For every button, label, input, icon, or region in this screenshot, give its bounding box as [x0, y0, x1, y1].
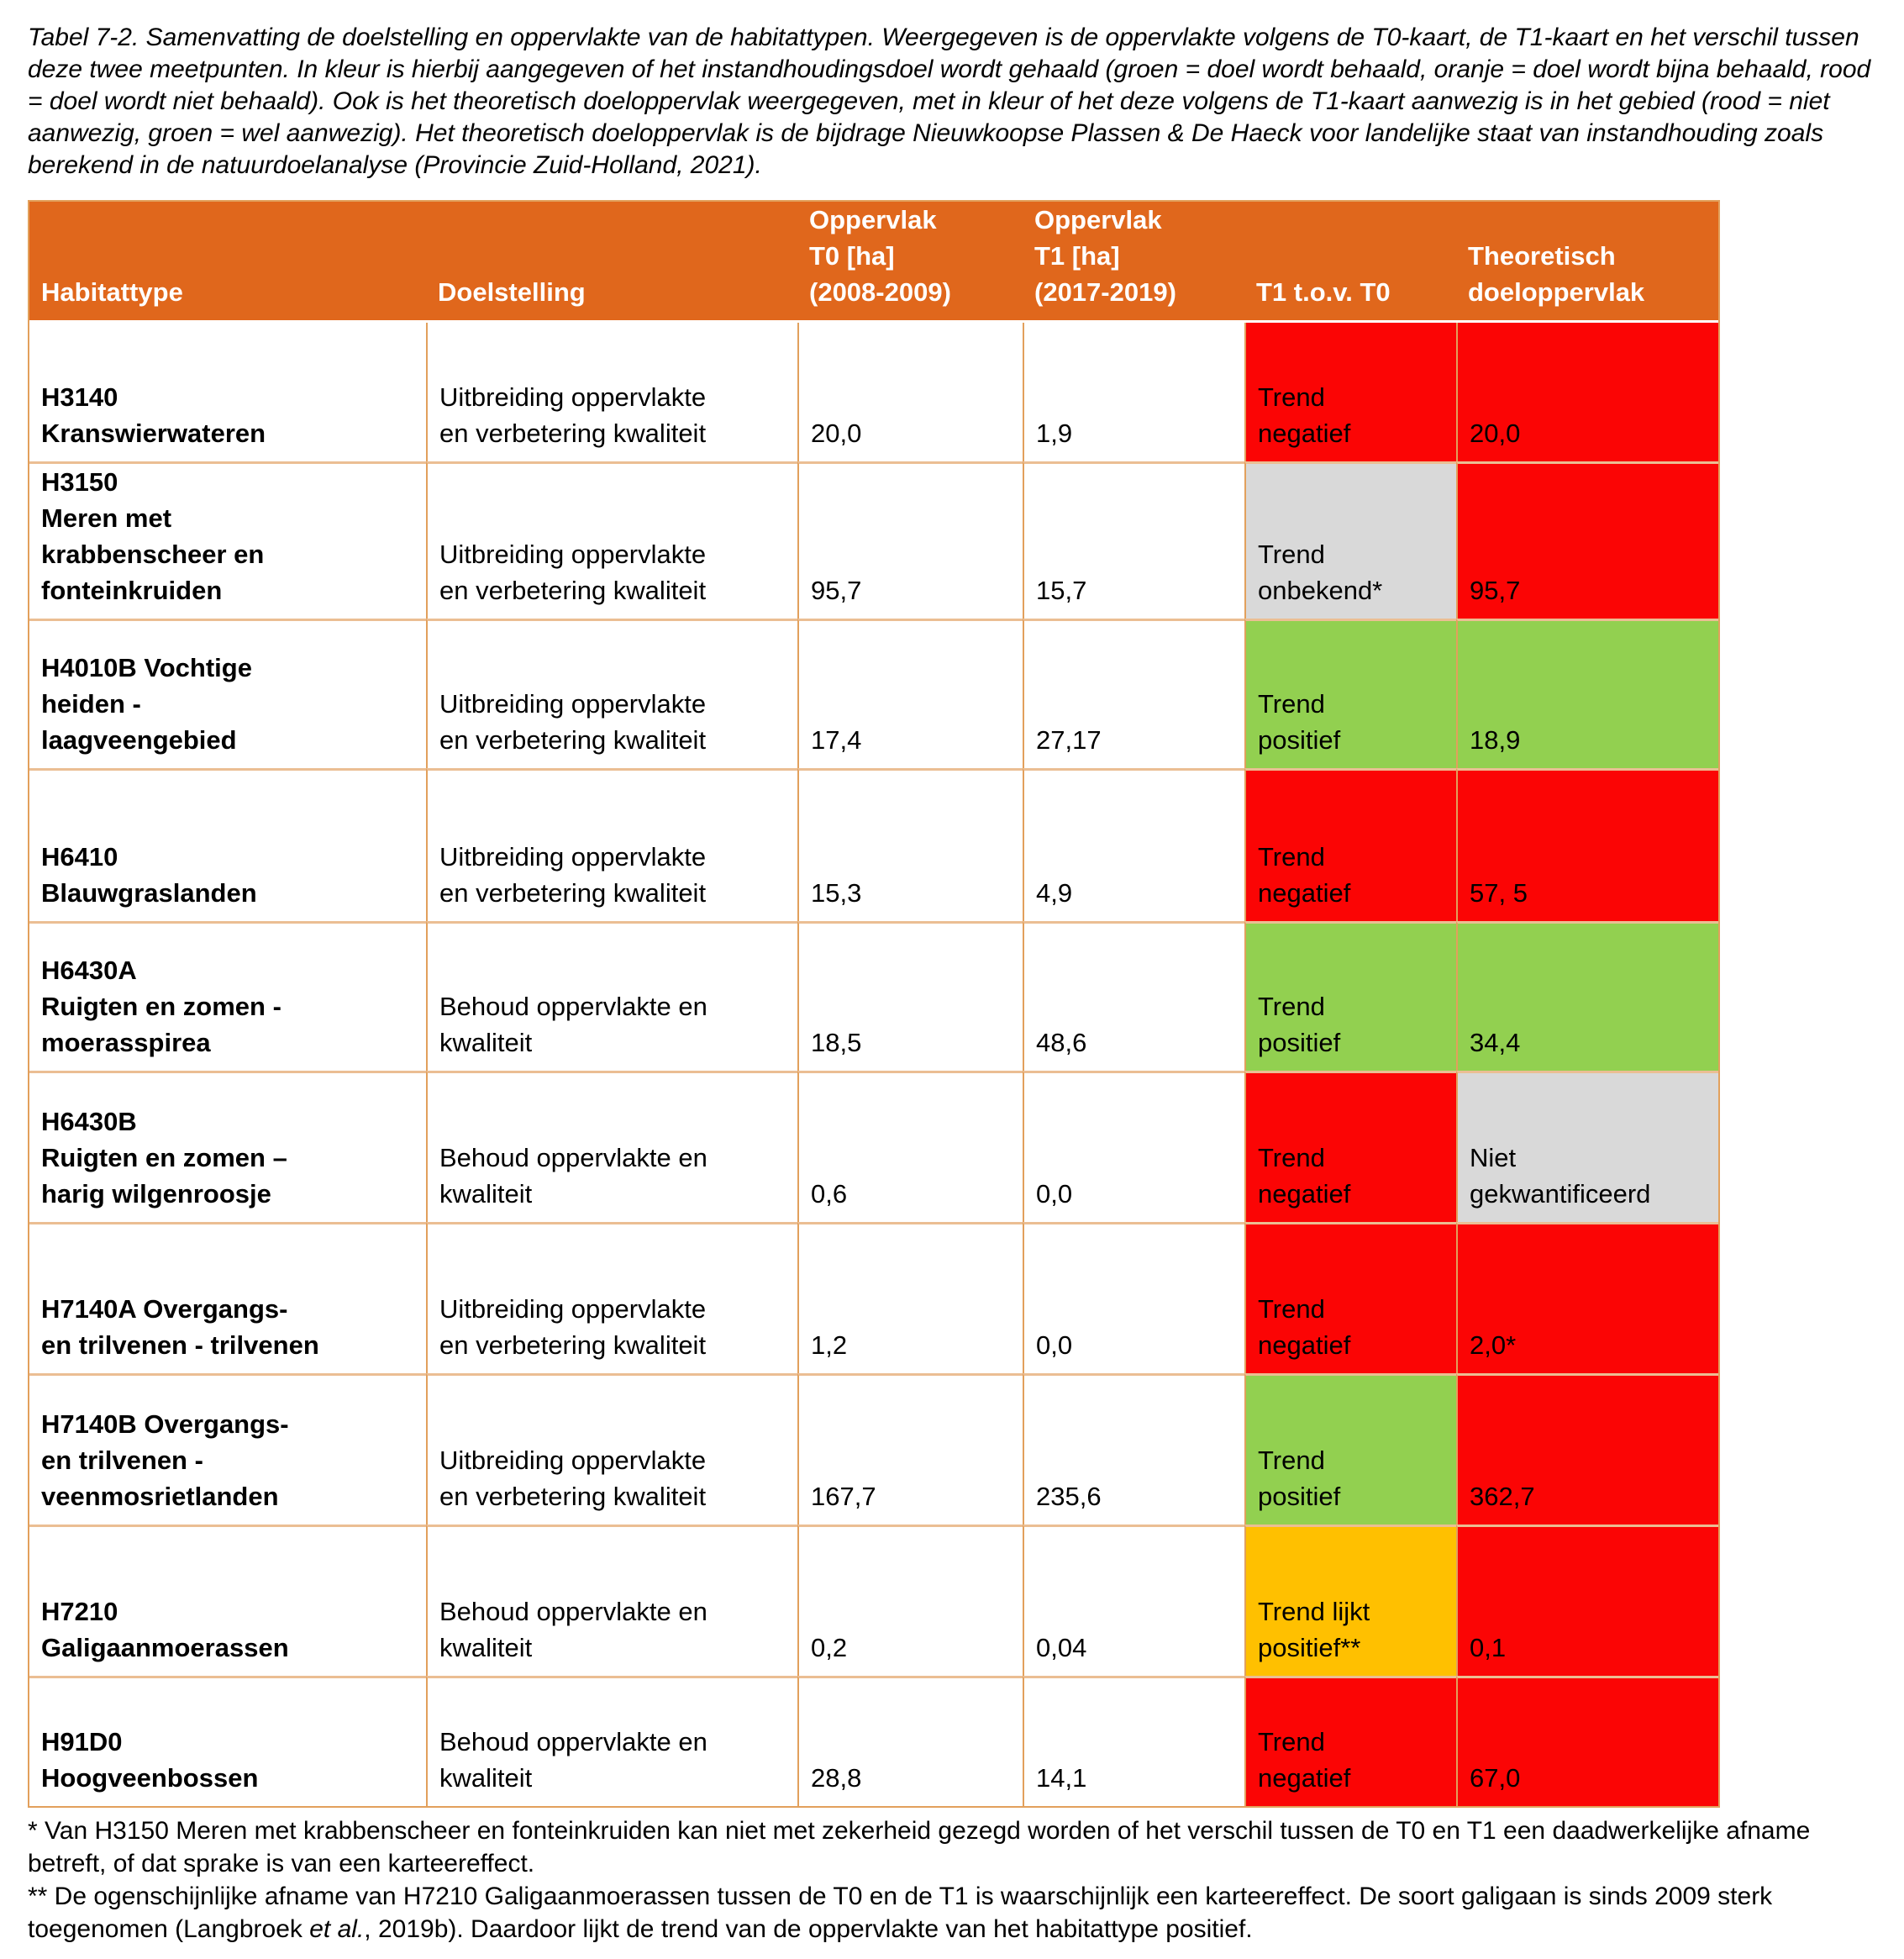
doel-cell: 67,0	[1456, 1676, 1718, 1806]
t1-cell: 15,7	[1023, 461, 1244, 619]
t1-cell: 14,1	[1023, 1676, 1244, 1806]
t1-cell: 48,6	[1023, 921, 1244, 1071]
table-row: H7210 Galigaanmoerassen Behoud oppervlakt…	[29, 1525, 1718, 1676]
doel-cell: 0,1	[1456, 1525, 1718, 1676]
t0-cell: 1,2	[797, 1222, 1023, 1373]
habitattype-cell: H3140 Kranswierwateren	[29, 323, 426, 461]
habitattype-cell: H6430B Ruigten en zomen – harig wilgenro…	[29, 1071, 426, 1222]
trend-cell: Trend negatief	[1244, 768, 1456, 921]
doelstelling-cell: Uitbreiding oppervlakte en verbetering k…	[426, 768, 797, 921]
habitattype-cell: H6430A Ruigten en zomen - moerasspirea	[29, 921, 426, 1071]
table-header: Habitattype Doelstelling Oppervlak T0 [h…	[29, 202, 1718, 323]
footnote-2-text-end: , 2019b). Daardoor lijkt de trend van de…	[364, 1915, 1253, 1943]
table-row: H3150 Meren met krabbenscheer en fontein…	[29, 461, 1718, 619]
doel-cell: 2,0*	[1456, 1222, 1718, 1373]
column-header-oppervlak-t0: Oppervlak T0 [ha] (2008-2009)	[797, 202, 1023, 323]
trend-cell: Trend lijkt positief**	[1244, 1525, 1456, 1676]
t1-cell: 235,6	[1023, 1373, 1244, 1525]
t0-cell: 167,7	[797, 1373, 1023, 1525]
t1-cell: 4,9	[1023, 768, 1244, 921]
t0-cell: 18,5	[797, 921, 1023, 1071]
habitattype-cell: H7140B Overgangs- en trilvenen - veenmos…	[29, 1373, 426, 1525]
t0-cell: 0,6	[797, 1071, 1023, 1222]
column-header-habitattype: Habitattype	[29, 202, 426, 323]
doelstelling-cell: Uitbreiding oppervlakte en verbetering k…	[426, 323, 797, 461]
t1-cell: 0,0	[1023, 1222, 1244, 1373]
habitattype-cell: H4010B Vochtige heiden - laagveengebied	[29, 619, 426, 768]
habitattype-cell: H91D0 Hoogveenbossen	[29, 1676, 426, 1806]
t0-cell: 28,8	[797, 1676, 1023, 1806]
doelstelling-cell: Behoud oppervlakte en kwaliteit	[426, 921, 797, 1071]
footnote-2-et-al: et al.	[309, 1915, 365, 1943]
trend-cell: Trend negatief	[1244, 1676, 1456, 1806]
doelstelling-cell: Uitbreiding oppervlakte en verbetering k…	[426, 619, 797, 768]
footnote-2: ** De ogenschijnlijke afname van H7210 G…	[28, 1880, 1885, 1946]
column-header-oppervlak-t1: Oppervlak T1 [ha] (2017-2019)	[1023, 202, 1244, 323]
table-row: H3140 Kranswierwateren Uitbreiding opperv…	[29, 323, 1718, 461]
table-row: H6430A Ruigten en zomen - moerasspirea Be…	[29, 921, 1718, 1071]
t1-cell: 27,17	[1023, 619, 1244, 768]
table-row: H7140A Overgangs- en trilvenen - trilven…	[29, 1222, 1718, 1373]
doel-cell: 57, 5	[1456, 768, 1718, 921]
t1-cell: 1,9	[1023, 323, 1244, 461]
footnotes: * Van H3150 Meren met krabbenscheer en f…	[28, 1814, 1885, 1946]
t1-cell: 0,04	[1023, 1525, 1244, 1676]
t0-cell: 95,7	[797, 461, 1023, 619]
column-header-theoretisch-doeloppervlak: Theoretisch doeloppervlak	[1456, 202, 1718, 323]
table-row: H7140B Overgangs- en trilvenen - veenmos…	[29, 1373, 1718, 1525]
habitattype-cell: H7210 Galigaanmoerassen	[29, 1525, 426, 1676]
t0-cell: 20,0	[797, 323, 1023, 461]
doelstelling-cell: Behoud oppervlakte en kwaliteit	[426, 1525, 797, 1676]
trend-cell: Trend positief	[1244, 1373, 1456, 1525]
table-row: H91D0 Hoogveenbossen Behoud oppervlakte e…	[29, 1676, 1718, 1806]
footnote-1: * Van H3150 Meren met krabbenscheer en f…	[28, 1817, 1811, 1877]
doel-cell: Niet gekwantificeerd	[1456, 1071, 1718, 1222]
trend-cell: Trend negatief	[1244, 323, 1456, 461]
doelstelling-cell: Uitbreiding oppervlakte en verbetering k…	[426, 1373, 797, 1525]
habitattype-cell: H7140A Overgangs- en trilvenen - trilven…	[29, 1222, 426, 1373]
trend-cell: Trend negatief	[1244, 1222, 1456, 1373]
doel-cell: 20,0	[1456, 323, 1718, 461]
trend-cell: Trend positief	[1244, 619, 1456, 768]
habitattype-cell: H3150 Meren met krabbenscheer en fontein…	[29, 461, 426, 619]
footnote-2-text: ** De ogenschijnlijke afname van H7210 G…	[28, 1883, 1773, 1943]
trend-cell: Trend positief	[1244, 921, 1456, 1071]
t0-cell: 17,4	[797, 619, 1023, 768]
doelstelling-cell: Uitbreiding oppervlakte en verbetering k…	[426, 1222, 797, 1373]
t0-cell: 15,3	[797, 768, 1023, 921]
table-row: H6410 Blauwgraslanden Uitbreiding oppervl…	[29, 768, 1718, 921]
doelstelling-cell: Behoud oppervlakte en kwaliteit	[426, 1071, 797, 1222]
header-row: Habitattype Doelstelling Oppervlak T0 [h…	[29, 202, 1718, 323]
t1-cell: 0,0	[1023, 1071, 1244, 1222]
column-header-t1-tov-t0: T1 t.o.v. T0	[1244, 202, 1456, 323]
table-row: H4010B Vochtige heiden - laagveengebied U…	[29, 619, 1718, 768]
habitat-table: Habitattype Doelstelling Oppervlak T0 [h…	[28, 200, 1720, 1808]
table-caption: Tabel 7-2. Samenvatting de doelstelling …	[28, 24, 1871, 179]
table-body: H3140 Kranswierwateren Uitbreiding opperv…	[29, 323, 1718, 1806]
doel-cell: 362,7	[1456, 1373, 1718, 1525]
doel-cell: 95,7	[1456, 461, 1718, 619]
doel-cell: 34,4	[1456, 921, 1718, 1071]
trend-cell: Trend onbekend*	[1244, 461, 1456, 619]
column-header-doelstelling: Doelstelling	[426, 202, 797, 323]
trend-cell: Trend negatief	[1244, 1071, 1456, 1222]
doelstelling-cell: Uitbreiding oppervlakte en verbetering k…	[426, 461, 797, 619]
doelstelling-cell: Behoud oppervlakte en kwaliteit	[426, 1676, 797, 1806]
table-row: H6430B Ruigten en zomen – harig wilgenro…	[29, 1071, 1718, 1222]
doel-cell: 18,9	[1456, 619, 1718, 768]
habitattype-cell: H6410 Blauwgraslanden	[29, 768, 426, 921]
t0-cell: 0,2	[797, 1525, 1023, 1676]
